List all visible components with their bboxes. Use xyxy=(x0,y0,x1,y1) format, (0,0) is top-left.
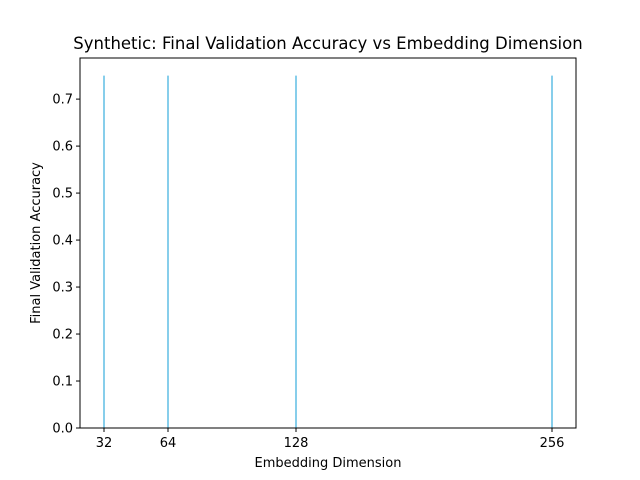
plot-frame xyxy=(79,57,577,429)
x-tick-label: 256 xyxy=(540,436,565,451)
y-tick-label: 0.7 xyxy=(52,93,73,108)
y-tick-label: 0.5 xyxy=(52,187,73,202)
y-tick-label: 0.2 xyxy=(52,328,73,343)
bar xyxy=(103,75,105,428)
x-axis-label: Embedding Dimension xyxy=(255,456,402,471)
bar xyxy=(295,75,297,428)
y-tick-label: 0.1 xyxy=(52,375,73,390)
y-tick-label: 0.0 xyxy=(52,422,73,437)
x-axis-ticks: 32 64 128 256 xyxy=(96,428,565,451)
y-axis-label: Final Validation Accuracy xyxy=(29,162,44,324)
x-tick-label: 32 xyxy=(96,436,113,451)
bar xyxy=(551,75,553,428)
y-tick-label: 0.3 xyxy=(52,281,73,296)
x-tick-label: 128 xyxy=(284,436,309,451)
y-tick-label: 0.4 xyxy=(52,234,73,249)
y-axis-ticks: 0.0 0.1 0.2 0.3 0.4 0.5 0.6 0.7 xyxy=(52,93,80,437)
bar xyxy=(167,75,169,428)
y-tick-label: 0.6 xyxy=(52,140,73,155)
bars xyxy=(103,75,553,428)
chart-title: Synthetic: Final Validation Accuracy vs … xyxy=(73,34,582,53)
x-tick-label: 64 xyxy=(160,436,177,451)
